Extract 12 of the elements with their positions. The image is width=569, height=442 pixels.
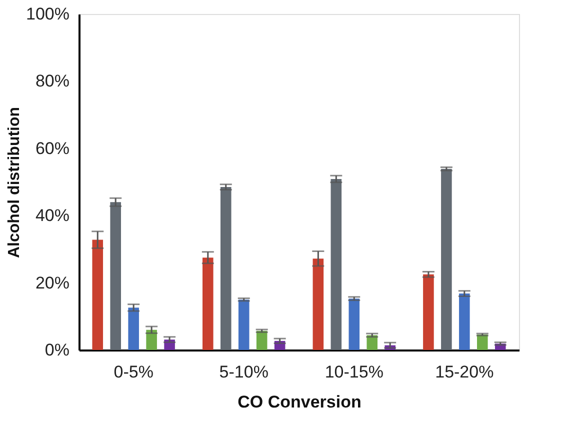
x-tick-label: 10-15%: [324, 362, 384, 382]
y-tick-label: 20%: [35, 273, 70, 292]
y-tick-label: 0%: [44, 340, 70, 360]
x-tick-label: 5-10%: [219, 362, 268, 382]
x-axis-title: CO Conversion: [238, 392, 362, 412]
y-tick-label: 80%: [35, 72, 70, 91]
x-tick-label: 15-20%: [435, 362, 494, 382]
y-tick-label: 40%: [35, 206, 70, 226]
y-tick-label: 60%: [35, 138, 70, 158]
x-tick-label: 0-5%: [114, 362, 154, 382]
y-tick-label: 100%: [26, 4, 70, 24]
y-axis-title: Alcohol distribution: [6, 106, 24, 258]
